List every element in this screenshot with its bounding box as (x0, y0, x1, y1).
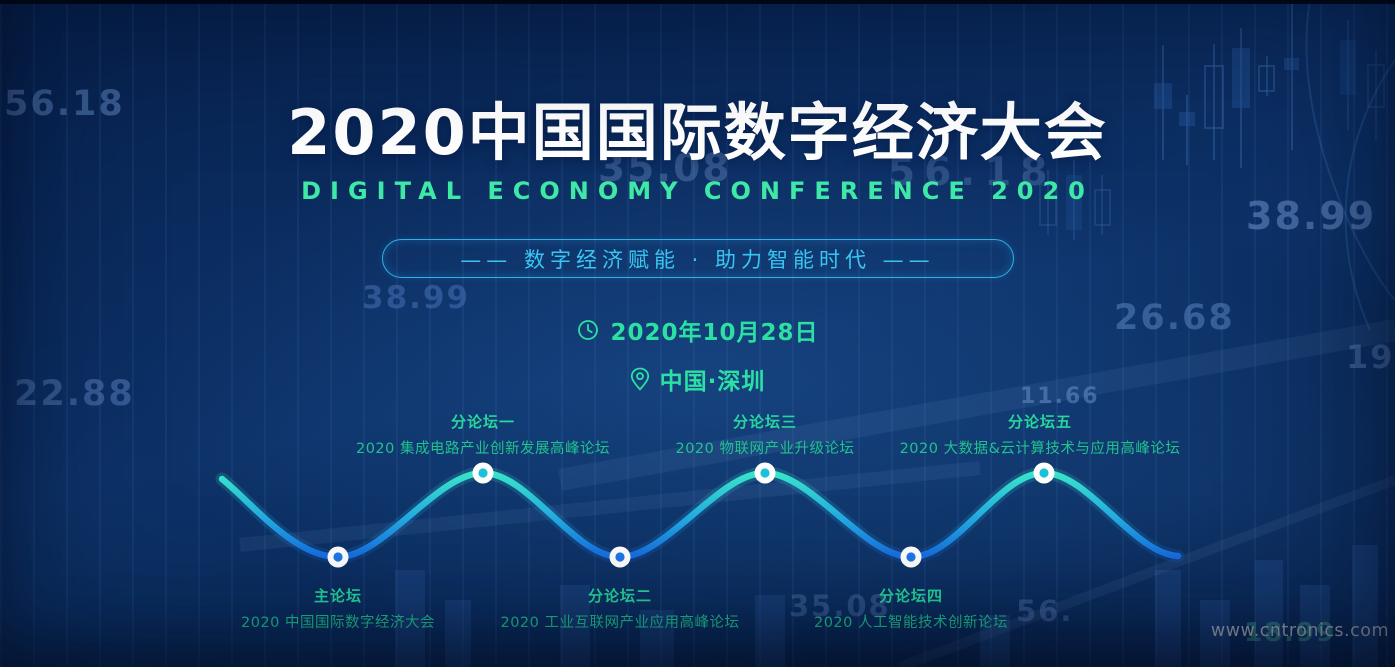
forum-title: 2020 集成电路产业创新发展高峰论坛 (355, 441, 610, 457)
forum-item-2: 分论坛二 2020 工业互联网产业应用高峰论坛 (430, 585, 810, 632)
forum-title: 2020 物联网产业升级论坛 (675, 441, 855, 457)
watermark: www.cntronics.com (1210, 621, 1389, 641)
forum-title: 2020 大数据&云计算技术与应用高峰论坛 (899, 441, 1181, 457)
clock-icon (576, 318, 600, 342)
forum-item-5: 分论坛五 2020 大数据&云计算技术与应用高峰论坛 (850, 411, 1230, 458)
slogan-text: —— 数字经济赋能 · 助力智能时代 —— (460, 247, 935, 272)
forum-label: 分论坛五 (1007, 413, 1072, 431)
forum-label: 分论坛三 (732, 413, 797, 431)
timeline-node (327, 462, 1055, 568)
forum-label: 分论坛二 (587, 587, 652, 605)
forum-title: 2020 人工智能技术创新论坛 (813, 615, 1008, 631)
forum-item-main: 主论坛 2020 中国国际数字经济大会 (148, 585, 528, 632)
event-date-row: 2020年10月28日 (0, 313, 1395, 347)
top-strip (0, 0, 1395, 4)
forum-label: 分论坛四 (878, 587, 943, 605)
ticker-number: 38.99 (362, 280, 471, 316)
forum-title: 2020 中国国际数字经济大会 (240, 615, 435, 631)
slogan-box: —— 数字经济赋能 · 助力智能时代 —— (381, 239, 1014, 278)
page-subtitle: DIGITAL ECONOMY CONFERENCE 2020 (301, 177, 1094, 205)
forum-item-4: 分论坛四 2020 人工智能技术创新论坛 (721, 585, 1101, 632)
forum-label: 分论坛一 (450, 413, 515, 431)
forum-title: 2020 工业互联网产业应用高峰论坛 (500, 615, 740, 631)
forum-item-3: 分论坛三 2020 物联网产业升级论坛 (575, 411, 955, 458)
forum-label: 主论坛 (313, 587, 362, 605)
forum-item-1: 分论坛一 2020 集成电路产业创新发展高峰论坛 (293, 411, 673, 458)
page-title: 2020中国国际数字经济大会 (287, 96, 1108, 169)
location-pin-icon (630, 367, 650, 391)
event-date: 2020年10月28日 (610, 320, 819, 346)
event-location: 中国·深圳 (659, 369, 766, 395)
event-location-row: 中国·深圳 (0, 362, 1395, 396)
